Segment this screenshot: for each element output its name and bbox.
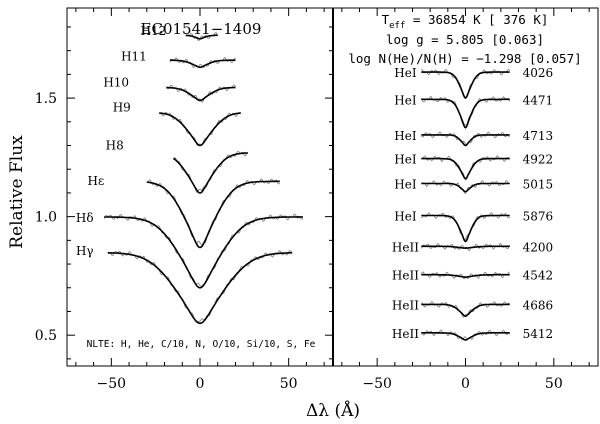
- line-label: HeI: [394, 129, 417, 143]
- wavelength-label: 4200: [523, 240, 554, 254]
- right-x-tick-label: 0: [461, 376, 470, 392]
- hydrogen-line-profiles: H12 H11 H10 H9 H8 Hε Hδ Hγ: [76, 24, 304, 325]
- nlte-note: NLTE: H, He, C/10, N, O/10, Si/10, S, Fe: [87, 339, 316, 350]
- line-label: H10: [103, 76, 129, 90]
- observed-spectrum-HeII-5412: [421, 329, 510, 341]
- line-label: HeI: [394, 153, 417, 167]
- left-axis-ticks: −50 0 50 0.5 1.0 1.5: [35, 8, 333, 392]
- y-tick-label: 1.5: [35, 91, 57, 107]
- fit-parameters: Teff = 36854 K [ 376 K] log g = 5.805 [0…: [348, 12, 581, 66]
- model-spectrum-Hδ: [104, 216, 303, 289]
- left-panel-frame: [66, 7, 334, 367]
- model-spectrum-HeI-4026: [421, 71, 510, 100]
- line-label: Hε: [88, 174, 105, 188]
- wavelength-label: 5015: [523, 177, 554, 191]
- line-label: HeII: [392, 298, 419, 312]
- line-label: Hδ: [76, 211, 94, 225]
- line-label: HeI: [394, 177, 417, 191]
- line-label: H9: [113, 101, 131, 115]
- model-spectrum-HeII-5412: [421, 332, 510, 341]
- helium-line-profiles: HeI 4026 HeI 4471 HeI 4713 HeI 4922 HeI 5015 HeI 58…: [392, 66, 553, 341]
- model-spectrum-HeI-4922: [421, 157, 510, 180]
- right-x-tick-label: −50: [362, 376, 392, 392]
- right-axis-ticks: −50 0 50: [341, 8, 590, 392]
- model-spectrum-HeI-4713: [421, 134, 510, 147]
- model-spectrum-HeII-4200: [421, 245, 510, 250]
- model-spectrum-H11: [169, 59, 236, 69]
- observed-spectrum-HeI-4922: [421, 155, 510, 181]
- line-label: HeI: [394, 209, 417, 223]
- line-label: Hγ: [76, 244, 94, 258]
- model-spectrum-Hγ: [107, 252, 293, 325]
- line-label: H12: [141, 24, 167, 38]
- helium-abundance-parameter: log N(He)/N(H) = −1.298 [0.057]: [348, 51, 581, 66]
- wavelength-label: 5876: [523, 209, 554, 223]
- line-label: HeII: [392, 327, 419, 341]
- left-x-tick-label: −50: [97, 376, 127, 392]
- wavelength-label: 4471: [523, 93, 554, 107]
- y-tick-label: 0.5: [35, 328, 57, 344]
- wavelength-label: 4686: [523, 298, 554, 312]
- observed-spectrum-Hε: [146, 178, 281, 246]
- observed-spectrum-HeI-5876: [421, 212, 511, 241]
- model-spectrum-H9: [159, 112, 241, 147]
- observed-spectrum-Hδ: [103, 213, 304, 287]
- observed-spectrum-HeI-4713: [420, 131, 510, 146]
- model-spectrum-HeI-4471: [421, 98, 510, 129]
- observed-spectrum-HeI-4471: [420, 96, 511, 126]
- model-spectrum-HeI-5876: [421, 214, 510, 243]
- line-label: H11: [121, 50, 147, 64]
- line-label: HeI: [394, 93, 417, 107]
- logg-parameter: log g = 5.805 [0.063]: [386, 32, 544, 47]
- model-spectrum-HeII-4686: [421, 303, 510, 318]
- model-spectrum-H10: [166, 86, 236, 102]
- model-spectrum-H8: [172, 152, 248, 194]
- y-axis-label: Relative Flux: [7, 135, 27, 249]
- line-label: HeII: [392, 269, 419, 283]
- line-label: HeII: [392, 240, 419, 254]
- left-x-tick-label: 0: [196, 376, 205, 392]
- model-spectrum-HeII-4542: [421, 273, 510, 278]
- wavelength-label: 4542: [523, 269, 554, 283]
- wavelength-label: 4922: [523, 153, 554, 167]
- wavelength-label: 5412: [523, 327, 554, 341]
- observed-spectrum-HeI-4026: [421, 68, 511, 98]
- left-x-tick-label: 50: [280, 376, 298, 392]
- line-label: HeI: [394, 66, 417, 80]
- right-x-tick-label: 50: [545, 376, 563, 392]
- observed-spectrum-H9: [158, 111, 241, 146]
- wavelength-label: 4026: [523, 66, 554, 80]
- teff-parameter: Teff = 36854 K [ 376 K]: [382, 12, 549, 31]
- left-panel-title: EC01541−1409: [141, 20, 262, 38]
- x-axis-label: Δλ (Å): [306, 400, 360, 421]
- model-spectrum-Hε: [146, 180, 280, 249]
- model-spectrum-H12: [185, 34, 218, 40]
- wavelength-label: 4713: [523, 129, 554, 143]
- model-spectrum-HeI-5015: [421, 182, 510, 193]
- y-tick-label: 1.0: [35, 210, 57, 226]
- observed-spectrum-HeI-5015: [421, 180, 510, 194]
- line-label: H8: [106, 139, 124, 153]
